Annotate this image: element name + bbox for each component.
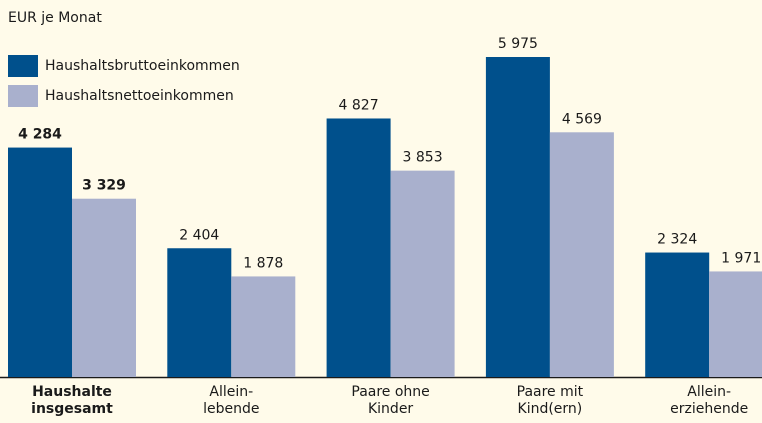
- legend-label: Haushaltsbruttoeinkommen: [45, 58, 240, 74]
- bar: [72, 198, 136, 377]
- chart-title: EUR je Monat: [8, 10, 102, 26]
- value-label: 4 284: [18, 127, 62, 143]
- x-tick-label: Haushalte insgesamt: [31, 384, 113, 417]
- x-tick-label: Paare ohne Kinder: [351, 384, 430, 417]
- value-label: 3 329: [82, 178, 126, 194]
- legend-swatch: [8, 55, 38, 77]
- value-label: 2 324: [657, 232, 697, 248]
- x-tick-label: Allein- lebende: [203, 384, 260, 417]
- bar: [167, 248, 232, 377]
- bar: [390, 170, 455, 377]
- bar: [326, 118, 391, 377]
- bar: [709, 271, 762, 377]
- bar: [231, 276, 296, 377]
- legend-swatch: [8, 85, 38, 107]
- value-label: 1 878: [243, 255, 283, 271]
- bar: [549, 132, 614, 377]
- value-label: 1 971: [721, 250, 761, 266]
- x-tick-label: Allein- erziehende: [670, 384, 749, 417]
- legend-label: Haushaltsnettoeinkommen: [45, 88, 234, 104]
- value-label: 4 569: [562, 111, 602, 127]
- bar: [485, 57, 550, 377]
- bar: [8, 147, 72, 377]
- x-tick-label: Paare mit Kind(ern): [516, 384, 584, 417]
- value-label: 5 975: [498, 36, 538, 52]
- bar: [645, 252, 710, 377]
- value-label: 4 827: [339, 97, 379, 113]
- value-label: 3 853: [403, 150, 443, 166]
- value-label: 2 404: [179, 227, 219, 243]
